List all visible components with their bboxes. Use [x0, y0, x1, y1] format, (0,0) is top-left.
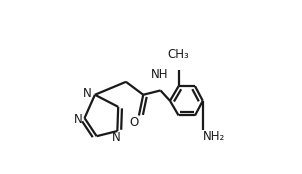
Text: O: O	[129, 116, 138, 129]
Text: NH: NH	[151, 68, 169, 81]
Text: N: N	[74, 113, 83, 126]
Text: N: N	[112, 130, 121, 144]
Text: N: N	[83, 87, 92, 100]
Text: NH₂: NH₂	[203, 130, 225, 143]
Text: CH₃: CH₃	[168, 48, 189, 61]
